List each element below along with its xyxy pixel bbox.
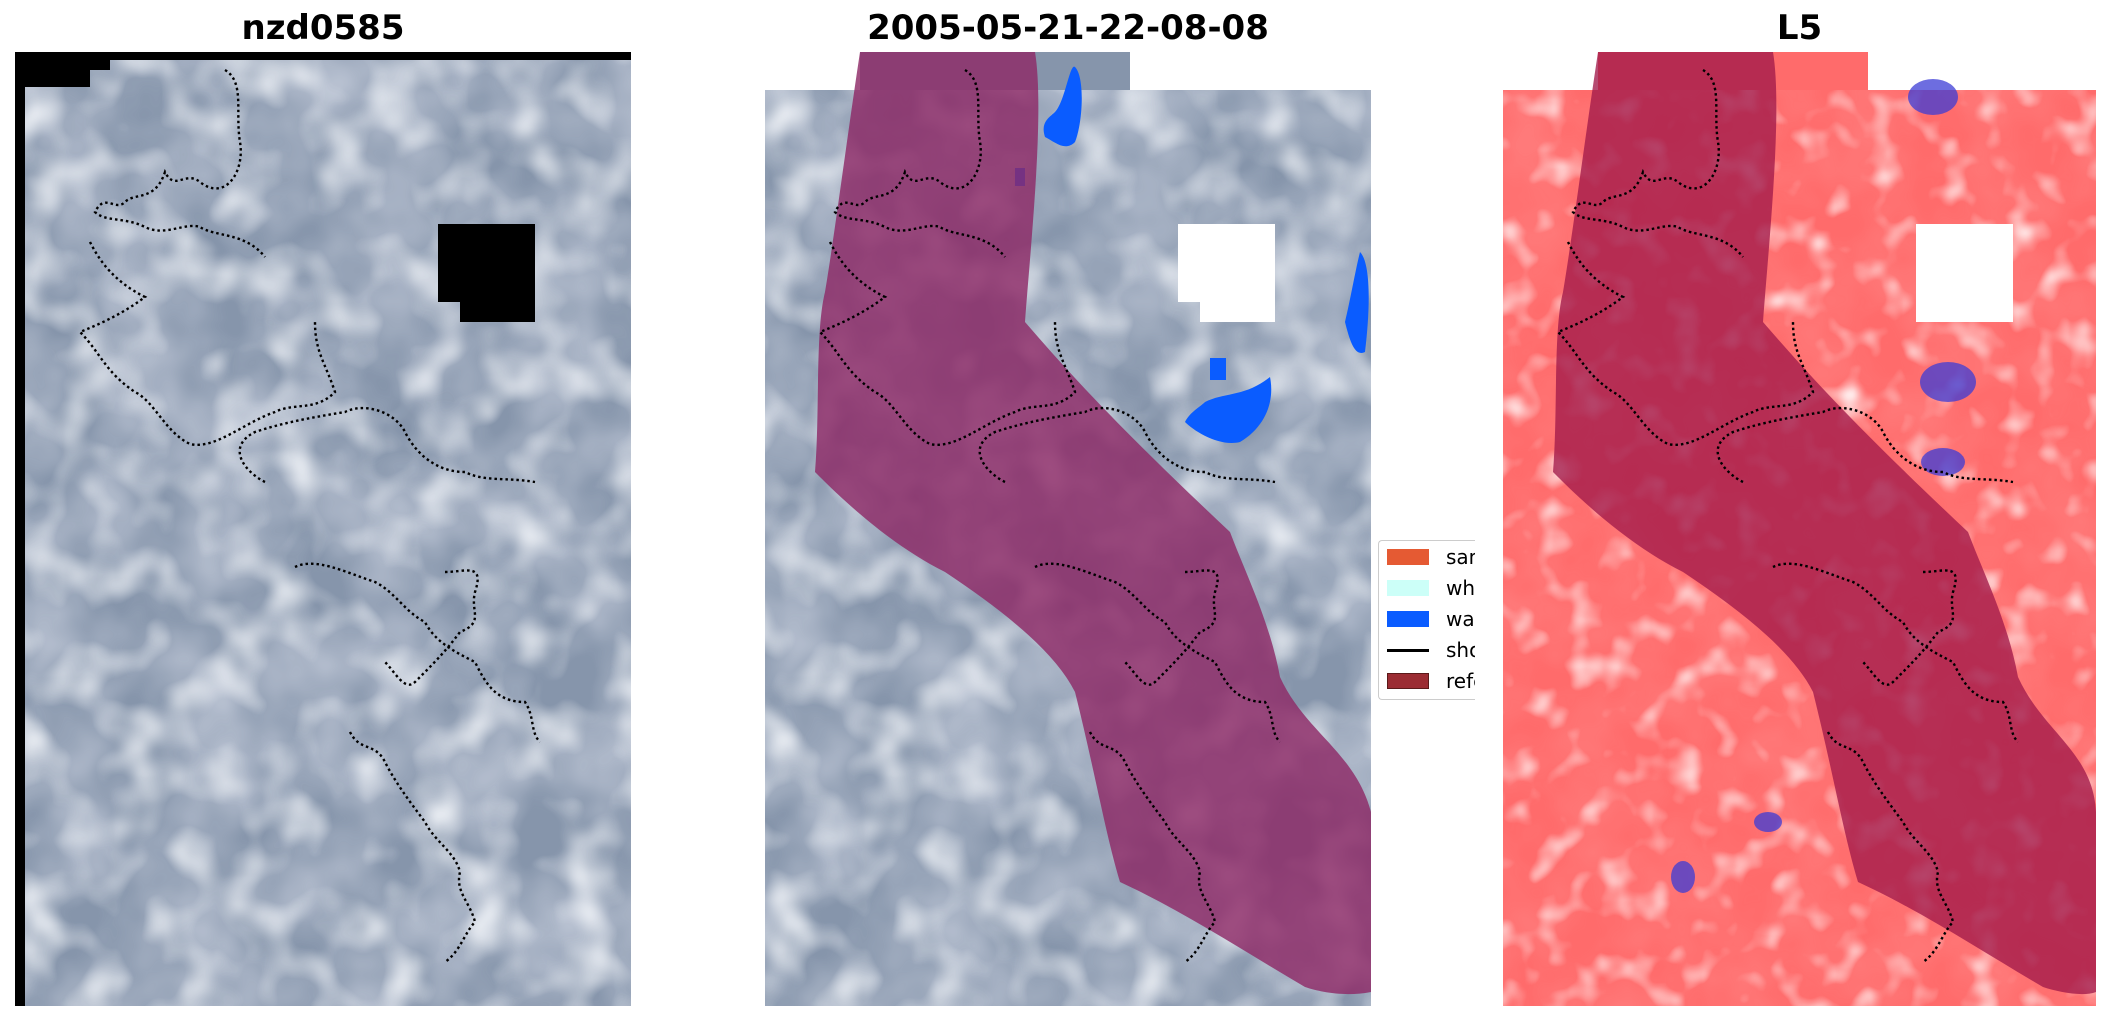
- masked-square: [1178, 224, 1275, 322]
- reference-band: [1553, 52, 2096, 995]
- legend-item-shore: shore: [1387, 636, 1475, 662]
- classification-overlay-panel: [765, 52, 1371, 1006]
- legend-item-sand: sand: [1387, 543, 1475, 569]
- masked-square: [1916, 224, 2013, 322]
- water-mask: [1015, 66, 1369, 443]
- legend-item-water: water: [1387, 605, 1475, 631]
- reference-band: [815, 52, 1371, 995]
- nodata-top-edge: [15, 52, 631, 87]
- satellite-image-panel: [15, 52, 631, 1006]
- legend-swatch-water: [1387, 611, 1429, 627]
- nodata-left-edge: [15, 52, 25, 1006]
- shoreline-traces: [77, 68, 541, 963]
- legend-swatch-reference: [1387, 673, 1429, 689]
- legend-label-sand: sand: [1446, 545, 1475, 569]
- shoreline-traces: [1555, 68, 2019, 963]
- negative-value-patches: [1671, 79, 1976, 893]
- legend-label-reference: refere: [1446, 669, 1475, 693]
- legend-label-shore: shore: [1446, 638, 1475, 662]
- legend-item-reference: refere: [1387, 667, 1475, 693]
- legend-label-white: white: [1446, 576, 1475, 600]
- legend: sand white water shore refere: [1378, 540, 1475, 700]
- panel-title-3: L5: [1776, 8, 1823, 48]
- panel-title-2: 2005-05-21-22-08-08: [867, 8, 1269, 48]
- panel-title-1: nzd0585: [241, 8, 405, 48]
- legend-swatch-sand: [1387, 549, 1429, 565]
- legend-swatch-white: [1387, 580, 1429, 596]
- legend-item-white: white: [1387, 574, 1475, 600]
- legend-line-shore: [1387, 649, 1429, 652]
- shoreline-traces: [817, 68, 1281, 963]
- nodata-square: [438, 224, 535, 322]
- l5-heatmap-panel: [1503, 52, 2096, 1006]
- legend-label-water: water: [1446, 607, 1475, 631]
